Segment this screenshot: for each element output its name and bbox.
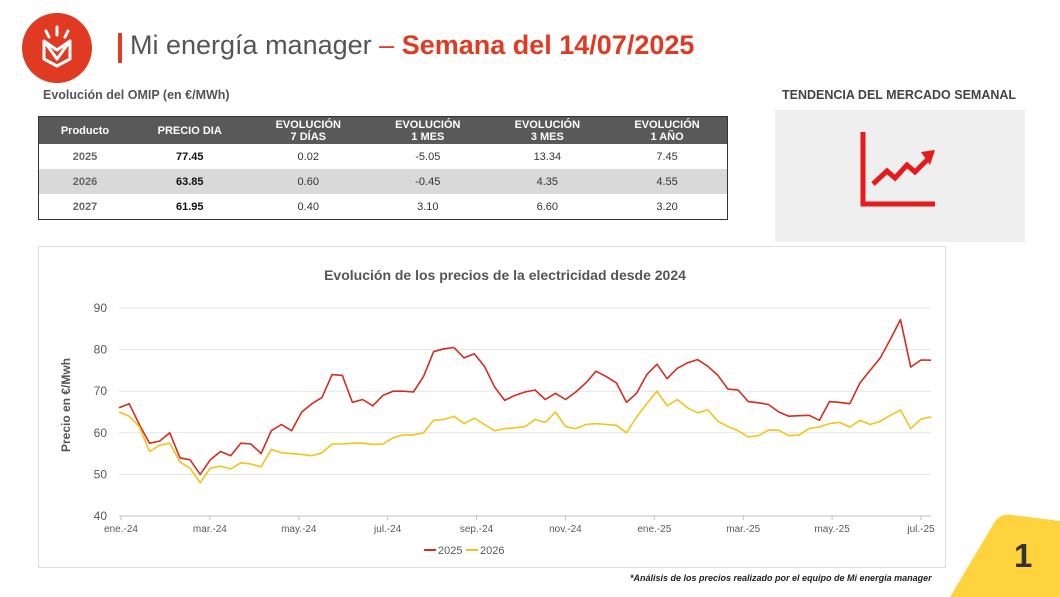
- omip-table-body: 2025 77.45 0.02 -5.05 13.34 7.45 2026 63.85 0.60…: [38, 144, 728, 220]
- trend-label: TENDENCIA DEL MERCADO SEMANAL: [782, 88, 1017, 102]
- omip-evolution: 0.02: [297, 150, 319, 163]
- chart-y-axis-label: Precio en €/Mwh: [59, 358, 73, 452]
- chart-x-tick-label: jul.-25: [906, 524, 935, 535]
- table-row: 2025 77.45 0.02 -5.05 13.34 7.45: [39, 144, 728, 169]
- chart-grid: [119, 307, 931, 517]
- chart-x-ticks: ene.-24 mar.-24 may.-24 jul.-24 sep.-24 nov.-…: [104, 516, 935, 535]
- chart-x-tick-label: sep.-24: [460, 524, 494, 535]
- price-chart-svg: Evolución de los precios de la electrici…: [59, 267, 935, 557]
- omip-table: Producto PRECIO DIA EVOLUCIÓN 7 DÍAS EVOLUCI…: [38, 116, 728, 220]
- omip-product: 2027: [72, 200, 98, 213]
- omip-col-header: EVOLUCIÓN 3 MES: [487, 116, 608, 144]
- chart-x-tick-label: ene.-25: [637, 524, 671, 535]
- omip-col-header-text: EVOLUCIÓN: [514, 118, 581, 131]
- chart-x-tick-label: jul.-24: [373, 524, 402, 535]
- legend-entry: 2025: [438, 545, 462, 557]
- omip-col-header: PRECIO DIA: [130, 116, 249, 144]
- chart-x-tick-label: may.-25: [814, 524, 850, 535]
- omip-price: 63.85: [130, 169, 249, 194]
- chart-x-tick-label: may.-24: [281, 524, 317, 535]
- omip-evolution: 0.60: [248, 169, 369, 194]
- chart-x-tick-label: nov.-24: [549, 524, 582, 535]
- omip-col-header-text: 3 MES: [530, 130, 564, 143]
- legend-entry: 2026: [480, 545, 504, 557]
- omip-table-label: Evolución del OMIP (en €/MWh): [43, 88, 230, 102]
- chart-y-tick-label: 60: [94, 426, 108, 440]
- chart-series: [118, 318, 932, 484]
- omip-col-header-text: 7 DÍAS: [290, 130, 326, 143]
- brand-logo: [22, 13, 92, 83]
- omip-col-header-text: EVOLUCIÓN: [275, 118, 341, 131]
- omip-evolution: -0.45: [368, 169, 488, 194]
- omip-col-header-text: EVOLUCIÓN: [395, 118, 461, 131]
- chart-y-tick-label: 50: [94, 467, 108, 481]
- chart-y-tick-label: 70: [94, 384, 108, 398]
- brand-logo-icon: [42, 25, 72, 68]
- chart-y-tick-label: 80: [94, 343, 108, 357]
- omip-product: 2025: [72, 150, 98, 163]
- title-brand: Mi energía manager: [130, 30, 372, 60]
- chart-y-ticks: 40 50 60 70 80 90: [94, 301, 108, 523]
- omip-price: 61.95: [175, 200, 204, 213]
- page-number: 1: [1014, 537, 1033, 574]
- trend-up-icon: [860, 132, 935, 207]
- chart-x-tick-label: ene.-24: [104, 524, 138, 535]
- chart-series-line-2026: [118, 390, 932, 484]
- title-separator: –: [379, 30, 395, 60]
- omip-col-header: EVOLUCIÓN 1 AÑO: [607, 116, 728, 144]
- omip-table-header-row: Producto PRECIO DIA EVOLUCIÓN 7 DÍAS EVOLUCI…: [38, 116, 728, 144]
- omip-evolution: 3.10: [417, 200, 439, 213]
- trend-panel: [775, 110, 1025, 242]
- omip-evolution: 7.45: [656, 150, 678, 163]
- chart-y-tick-label: 90: [94, 301, 108, 315]
- chart-x-tick-label: mar.-25: [726, 524, 760, 535]
- chart-y-tick-label: 40: [94, 509, 108, 523]
- omip-col-header-text: 1 MES: [411, 130, 445, 143]
- omip-evolution: -5.05: [415, 150, 441, 163]
- omip-evolution: 13.34: [533, 150, 562, 163]
- chart-series-line-2025: [118, 318, 932, 476]
- omip-evolution: 0.40: [297, 200, 319, 213]
- price-chart: Evolución de los precios de la electrici…: [38, 246, 946, 568]
- table-row: 2026 63.85 0.60 -0.45 4.35 4.55: [38, 169, 728, 194]
- corner-decoration: [950, 507, 1060, 597]
- chart-legend: 2025 2026: [424, 545, 504, 557]
- omip-price: 77.45: [175, 150, 204, 163]
- omip-col-header: EVOLUCIÓN 1 MES: [368, 116, 488, 144]
- omip-evolution: 6.60: [536, 200, 559, 213]
- footnote: *Análisis de los precios realizado por e…: [630, 573, 932, 583]
- omip-col-header: EVOLUCIÓN 7 DÍAS: [248, 116, 369, 144]
- omip-col-header: Producto: [38, 116, 131, 144]
- table-row: 2027 61.95 0.40 3.10 6.60 3.20: [39, 194, 728, 220]
- title-week: Semana del 14/07/2025: [401, 30, 695, 60]
- omip-evolution: 4.55: [607, 169, 728, 194]
- chart-title: Evolución de los precios de la electrici…: [324, 267, 686, 283]
- title-accent-bar: [118, 33, 122, 63]
- omip-evolution: 4.35: [487, 169, 608, 194]
- omip-col-header-text: Producto: [60, 124, 110, 137]
- omip-col-header-text: 1 AÑO: [650, 130, 684, 143]
- omip-evolution: 3.20: [656, 200, 678, 213]
- page-title: Mi energía manager – Semana del 14/07/20…: [130, 30, 694, 61]
- omip-col-header-text: PRECIO DIA: [157, 124, 222, 137]
- chart-x-tick-label: mar.-24: [193, 524, 227, 535]
- omip-product: 2026: [38, 169, 131, 194]
- omip-col-header-text: EVOLUCIÓN: [634, 118, 700, 131]
